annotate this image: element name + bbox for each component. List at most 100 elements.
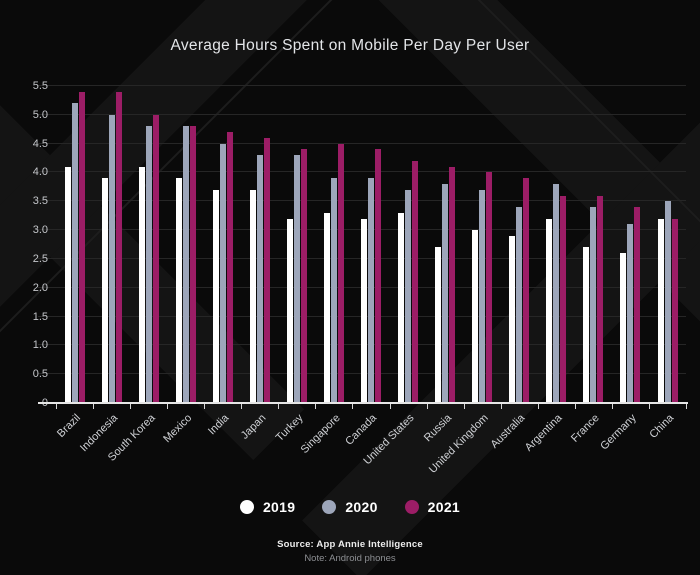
bar-2021-india bbox=[226, 132, 233, 403]
x-axis-tick bbox=[130, 404, 132, 409]
x-axis-label-china: China bbox=[647, 412, 677, 441]
bar-group-india: India bbox=[204, 86, 241, 437]
bar-2020-japan bbox=[256, 155, 263, 403]
x-axis-label-singapore: Singapore bbox=[298, 412, 343, 456]
bar-2021-turkey bbox=[300, 149, 307, 403]
y-axis-label-5.5: 5.5 bbox=[32, 80, 48, 92]
bar-2020-indonesia bbox=[108, 114, 115, 403]
x-axis-tick bbox=[93, 404, 95, 409]
y-axis-label-4.5: 4.5 bbox=[32, 137, 48, 150]
bar-2021-united-states bbox=[412, 160, 419, 403]
gridline-3.5 bbox=[38, 200, 686, 202]
bar-2020-united-states bbox=[405, 189, 412, 403]
gridline-5.0 bbox=[38, 113, 686, 115]
plot-area: 00.51.01.52.02.53.03.54.04.55.05.5 Brazi… bbox=[33, 80, 688, 476]
bar-2020-mexico bbox=[182, 126, 189, 403]
x-axis-tick bbox=[204, 404, 206, 409]
x-axis-tick bbox=[389, 404, 391, 409]
bar-2019-canada bbox=[361, 218, 368, 403]
bar-group-china: China bbox=[647, 86, 686, 441]
x-axis-label-mexico: Mexico bbox=[161, 412, 195, 446]
bar-2021-russia bbox=[449, 166, 456, 403]
bar-2021-germany bbox=[634, 207, 641, 403]
bar-group-brazil: Brazil bbox=[55, 86, 93, 440]
bar-group-mexico: Mexico bbox=[161, 86, 204, 445]
bar-2020-argentina bbox=[553, 183, 560, 403]
bar-2019-united-states bbox=[398, 212, 405, 403]
bar-group-south-korea: South Korea bbox=[105, 86, 167, 464]
note-text: Note: Android phones bbox=[304, 552, 396, 564]
legend-item-2021: 2021 bbox=[404, 499, 461, 515]
x-axis-tick bbox=[686, 404, 687, 409]
bar-group-japan: Japan bbox=[239, 86, 278, 442]
x-axis-tick bbox=[315, 404, 317, 409]
x-axis-label-brazil: Brazil bbox=[55, 412, 84, 440]
y-axis-label-3.5: 3.5 bbox=[32, 195, 48, 208]
x-axis-label-canada: Canada bbox=[343, 412, 380, 448]
bar-2019-france bbox=[583, 247, 590, 403]
x-axis-tick bbox=[426, 404, 428, 409]
x-axis-tick bbox=[56, 404, 57, 409]
x-axis-tick bbox=[241, 404, 243, 409]
bar-2020-france bbox=[590, 207, 597, 403]
bar-2019-china bbox=[657, 218, 664, 403]
bar-2019-united-kingdom bbox=[472, 230, 479, 403]
bar-2021-brazil bbox=[78, 91, 85, 403]
bar-2021-south-korea bbox=[152, 114, 159, 403]
bar-groups: Brazil Indonesia South Korea Mexico India Jap… bbox=[55, 86, 686, 476]
bar-2020-canada bbox=[368, 178, 375, 403]
bar-2020-brazil bbox=[71, 103, 78, 403]
x-axis-tick bbox=[463, 404, 465, 409]
bar-2021-france bbox=[597, 195, 604, 403]
bar-2019-germany bbox=[620, 253, 627, 403]
y-axis-label-1.0: 1.0 bbox=[32, 339, 48, 352]
bar-2021-argentina bbox=[560, 195, 567, 403]
x-axis-tick bbox=[611, 404, 613, 409]
bar-2020-australia bbox=[516, 207, 523, 403]
x-axis-label-argentina: Argentina bbox=[523, 412, 565, 454]
chart-title: Average Hours Spent on Mobile Per Day Pe… bbox=[170, 37, 530, 54]
bar-2021-canada bbox=[375, 149, 382, 403]
bar-2021-united-kingdom bbox=[486, 172, 493, 403]
x-axis-tick bbox=[537, 404, 539, 409]
bar-2020-india bbox=[219, 143, 226, 403]
legend-dot-2019 bbox=[239, 500, 254, 514]
bar-2019-argentina bbox=[546, 218, 553, 403]
bar-2020-south-korea bbox=[145, 126, 152, 403]
bar-2021-australia bbox=[523, 178, 530, 403]
legend-label-2021: 2021 bbox=[427, 499, 461, 515]
bar-2020-singapore bbox=[330, 178, 337, 403]
bar-group-australia: Australia bbox=[489, 86, 538, 451]
legend: 2019 2020 2021 bbox=[0, 499, 700, 515]
bar-group-indonesia: Indonesia bbox=[78, 86, 130, 454]
x-axis-tick bbox=[574, 404, 576, 409]
bar-2019-mexico bbox=[175, 178, 182, 403]
bar-group-canada: Canada bbox=[344, 86, 390, 448]
legend-label-2020: 2020 bbox=[345, 499, 378, 515]
y-axis-label-5.0: 5.0 bbox=[32, 108, 48, 121]
legend-item-2019: 2019 bbox=[239, 499, 295, 515]
gridline-4.0 bbox=[38, 171, 686, 173]
x-axis-tick bbox=[167, 404, 169, 409]
x-axis-tick bbox=[500, 404, 502, 409]
y-axis-label-1.5: 1.5 bbox=[32, 310, 48, 323]
y-axis-label-4.0: 4.0 bbox=[32, 166, 48, 179]
bar-group-russia: Russia bbox=[421, 86, 464, 444]
bar-group-france: France bbox=[569, 86, 612, 445]
bar-2019-brazil bbox=[64, 166, 71, 403]
bar-2021-japan bbox=[263, 137, 270, 403]
source-text: Source: App Annie Intelligence bbox=[277, 539, 423, 550]
bar-2021-singapore bbox=[337, 143, 344, 403]
bar-group-united-kingdom: United Kingdom bbox=[427, 86, 501, 476]
bar-2020-turkey bbox=[293, 155, 300, 403]
bar-group-argentina: Argentina bbox=[523, 86, 575, 454]
bar-2019-indonesia bbox=[101, 178, 108, 403]
bar-2019-india bbox=[212, 189, 219, 403]
bar-2021-china bbox=[671, 218, 678, 403]
bar-group-germany: Germany bbox=[598, 86, 649, 452]
x-axis-label-germany: Germany bbox=[598, 412, 639, 453]
x-axis-tick bbox=[648, 404, 650, 409]
x-axis-tick bbox=[278, 404, 280, 409]
x-axis-line bbox=[38, 402, 688, 404]
